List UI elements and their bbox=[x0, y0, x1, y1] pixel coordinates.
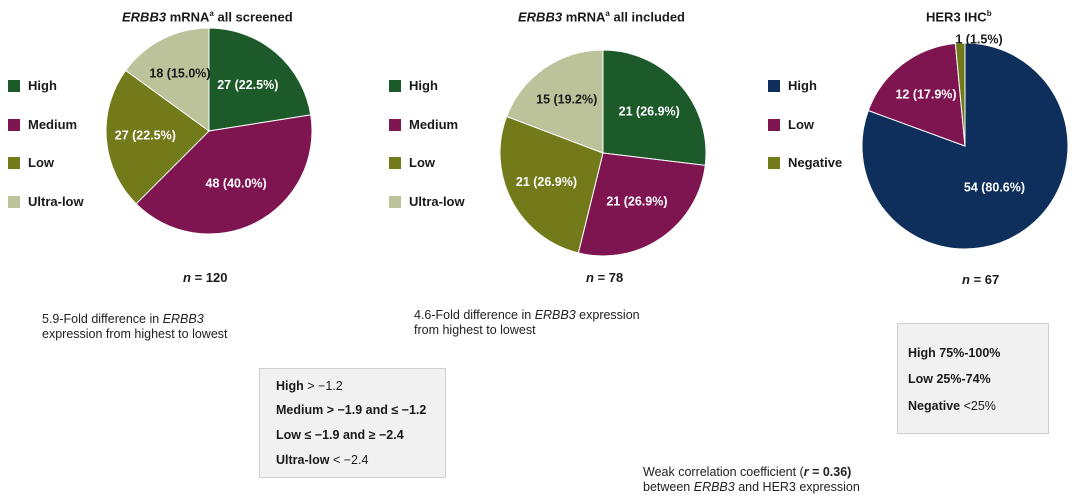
cutoff-ultra-low: Ultra-low < −2.4 bbox=[276, 453, 369, 467]
pie-slice-label: 21 (26.9%) bbox=[606, 194, 667, 208]
pie-slice-label: 21 (26.9%) bbox=[619, 104, 680, 118]
pie-chart-her3-ihc: 54 (80.6%) 12 (17.9%) 1 (1.5%) bbox=[861, 32, 1069, 250]
pie-slice-label: 15 (19.2%) bbox=[536, 93, 597, 107]
pie-slice-negative bbox=[954, 42, 966, 147]
pie-slice-low bbox=[867, 42, 966, 147]
panel1-n-label: n = 120 bbox=[183, 270, 228, 285]
ihc-cutoff-negative: Negative <25% bbox=[908, 399, 996, 413]
pie-chart-all-screened: 27 (22.5%) 48 (40.0%) 27 (22.5%) 18 (15.0%) bbox=[105, 27, 313, 235]
panel3-legend-high: High bbox=[768, 78, 817, 93]
ihc-cutoff-low: Low 25%-74% bbox=[908, 372, 991, 386]
pie-slice-high bbox=[208, 27, 312, 132]
legend-swatch bbox=[8, 156, 20, 169]
pie-slice-label: 21 (26.9%) bbox=[516, 175, 577, 189]
panel2-legend-low: Low bbox=[389, 155, 435, 170]
pie-slice-label: 48 (40.0%) bbox=[206, 177, 267, 191]
pie-slice-label: 27 (22.5%) bbox=[217, 78, 278, 92]
panel2-n-label: n = 78 bbox=[586, 270, 624, 285]
panel3-n-label: n = 67 bbox=[962, 272, 1000, 287]
cutoff-low: Low ≤ −1.9 and ≥ −2.4 bbox=[276, 428, 404, 442]
panel1-legend-ultra-low: Ultra-low bbox=[8, 194, 84, 209]
pie-slice-ultra-low bbox=[124, 27, 210, 132]
legend-swatch bbox=[389, 118, 401, 131]
panel1-legend-high: High bbox=[8, 78, 57, 93]
legend-swatch bbox=[8, 79, 20, 92]
pie-slice-label: 54 (80.6%) bbox=[964, 181, 1025, 195]
pie-slice-low bbox=[499, 115, 604, 254]
panel3-legend-low: Low bbox=[768, 117, 814, 132]
pie-slice-high bbox=[602, 49, 707, 166]
legend-swatch bbox=[8, 195, 20, 208]
pie-slice-medium bbox=[577, 152, 706, 257]
panel1-legend-low: Low bbox=[8, 155, 54, 170]
pie-slice-label: 18 (15.0%) bbox=[149, 66, 210, 80]
legend-swatch bbox=[768, 79, 780, 92]
mrna-cutoff-box: High > −1.2 Medium > −1.9 and ≤ −1.2 Low… bbox=[259, 368, 446, 478]
legend-swatch bbox=[8, 118, 20, 131]
legend-swatch bbox=[389, 156, 401, 169]
cutoff-high: High > −1.2 bbox=[276, 379, 343, 393]
panel1-legend-medium: Medium bbox=[8, 117, 77, 132]
cutoff-medium: Medium > −1.9 and ≤ −1.2 bbox=[276, 403, 427, 417]
pie-slice-medium bbox=[135, 114, 313, 235]
pie-slice-label: 1 (1.5%) bbox=[955, 32, 1002, 46]
ihc-cutoff-box: High 75%-100% Low 25%-74% Negative <25% bbox=[897, 323, 1049, 434]
legend-swatch bbox=[768, 118, 780, 131]
ihc-cutoff-high: High 75%-100% bbox=[908, 346, 1001, 360]
panel3-legend-negative: Negative bbox=[768, 155, 842, 170]
panel2-legend-ultra-low: Ultra-low bbox=[389, 194, 465, 209]
pie-slice-label: 12 (17.9%) bbox=[895, 88, 956, 102]
pie-slice-ultra-low bbox=[506, 49, 604, 154]
legend-swatch bbox=[768, 156, 780, 169]
pie-chart-all-included: 21 (26.9%) 21 (26.9%) 21 (26.9%) 15 (19.2%) bbox=[499, 49, 707, 257]
legend-swatch bbox=[389, 195, 401, 208]
legend-swatch bbox=[389, 79, 401, 92]
panel2-legend-high: High bbox=[389, 78, 438, 93]
panel2-legend-medium: Medium bbox=[389, 117, 458, 132]
pie-slice-low bbox=[105, 69, 210, 205]
panel2-title: ERBB3 mRNAa all included bbox=[518, 9, 685, 25]
panel1-fold-note: 5.9-Fold difference in ERBB3 expression … bbox=[42, 312, 228, 341]
panel1-title: ERBB3 mRNAa all screened bbox=[122, 9, 293, 25]
panel3-title: HER3 IHCb bbox=[926, 9, 992, 25]
correlation-note: Weak correlation coefficient (r = 0.36) … bbox=[643, 465, 860, 494]
panel2-fold-note: 4.6-Fold difference in ERBB3 expression … bbox=[414, 308, 640, 337]
pie-slice-label: 27 (22.5%) bbox=[115, 128, 176, 142]
